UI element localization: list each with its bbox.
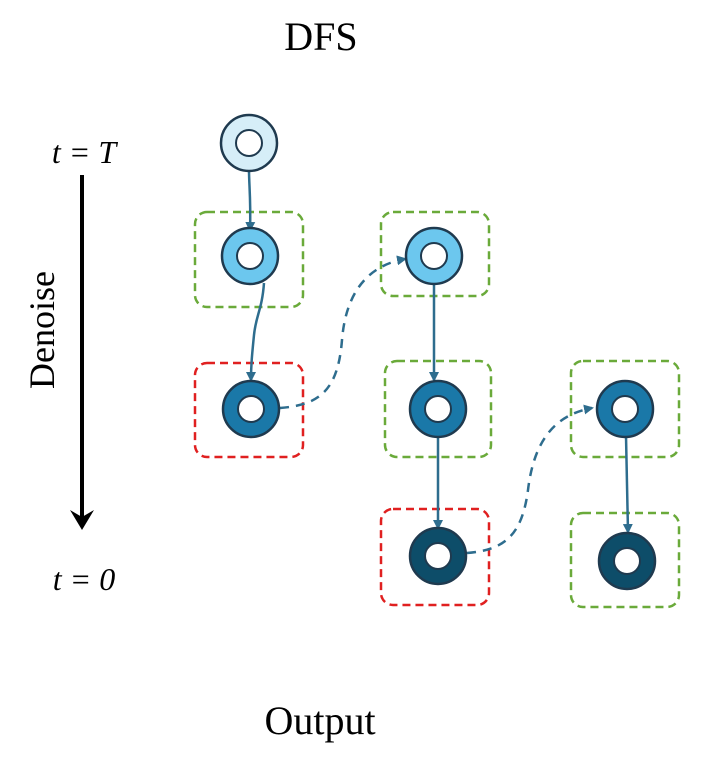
node-hole <box>424 542 452 570</box>
node <box>595 379 655 439</box>
edge <box>246 282 266 382</box>
diagram-title: DFS <box>284 14 357 59</box>
node <box>221 379 281 439</box>
node-hole <box>235 129 263 157</box>
rejected-box <box>193 361 305 459</box>
accepted-box <box>569 359 681 459</box>
denoise-label: Denoise <box>22 271 62 389</box>
node <box>219 113 279 173</box>
node-hole <box>237 395 265 423</box>
edge <box>622 435 633 534</box>
accepted-box <box>569 511 681 609</box>
node-hole <box>236 242 264 270</box>
node <box>220 226 280 286</box>
backtrack-edge <box>466 404 594 555</box>
node <box>597 531 657 591</box>
backtrack-edge <box>279 255 407 410</box>
node <box>408 526 468 586</box>
edge <box>245 169 256 232</box>
node-hole <box>424 395 452 423</box>
node-hole <box>611 395 639 423</box>
accepted-box <box>383 359 493 459</box>
diagram-footer: Output <box>264 698 375 743</box>
node-hole <box>613 547 641 575</box>
denoise-arrow-head <box>70 510 94 530</box>
node <box>408 379 468 439</box>
time-top-label: t = T <box>52 134 118 170</box>
rejected-box <box>379 507 491 607</box>
time-bottom-label: t = 0 <box>53 561 115 597</box>
node-hole <box>420 242 448 270</box>
node <box>404 226 464 286</box>
